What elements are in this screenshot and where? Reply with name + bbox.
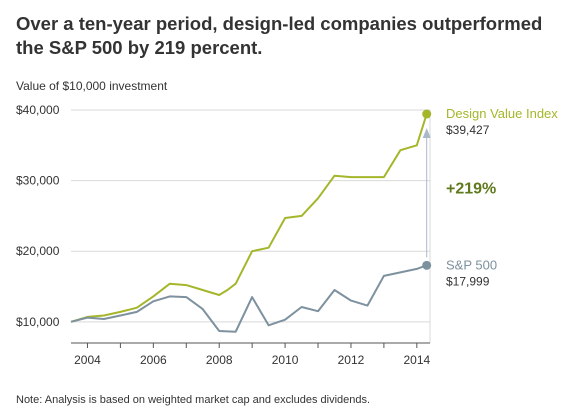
headline-line-2: the S&P 500 by 219 percent. — [16, 37, 262, 58]
design-value-index-name-label: Design Value Index — [446, 106, 558, 121]
headline-line-1: Over a ten-year period, design-led compa… — [16, 13, 542, 34]
s-p-500-name-label: S&P 500 — [446, 257, 497, 272]
outperformance-arrowhead — [422, 128, 431, 139]
grid-lines — [71, 109, 431, 343]
x-tick-label: 2012 — [338, 353, 365, 367]
design-value-index-end-marker — [422, 109, 432, 119]
x-tick-label: 2004 — [74, 353, 101, 367]
x-tick-label: 2008 — [206, 353, 233, 367]
series-labels: Design Value Index $39,427 S&P 500 $17,999 +… — [422, 106, 558, 288]
s-p-500-line — [70, 264, 428, 333]
y-tick-label: $40,000 — [16, 103, 60, 117]
y-tick-label: $30,000 — [16, 174, 60, 188]
s-p-500-value-label: $17,999 — [446, 274, 490, 288]
y-tick-label: $20,000 — [16, 244, 60, 258]
y-tick-label: $10,000 — [16, 315, 60, 329]
outperformance-label: +219% — [446, 181, 496, 198]
footnote: Note: Analysis is based on weighted mark… — [16, 394, 370, 406]
x-tick-label: 2006 — [140, 353, 167, 367]
design-value-index-line — [70, 113, 428, 323]
x-tick-label: 2010 — [272, 353, 299, 367]
axes: $10,000 $20,000 $30,000 $40,000 2004 2006 2008… — [16, 103, 430, 367]
x-tick-label: 2014 — [403, 353, 430, 367]
s-p-500-end-marker — [422, 260, 432, 270]
series-lines — [70, 109, 432, 333]
design-value-index-value-label: $39,427 — [446, 123, 490, 137]
subtitle: Value of $10,000 investment — [16, 79, 168, 93]
